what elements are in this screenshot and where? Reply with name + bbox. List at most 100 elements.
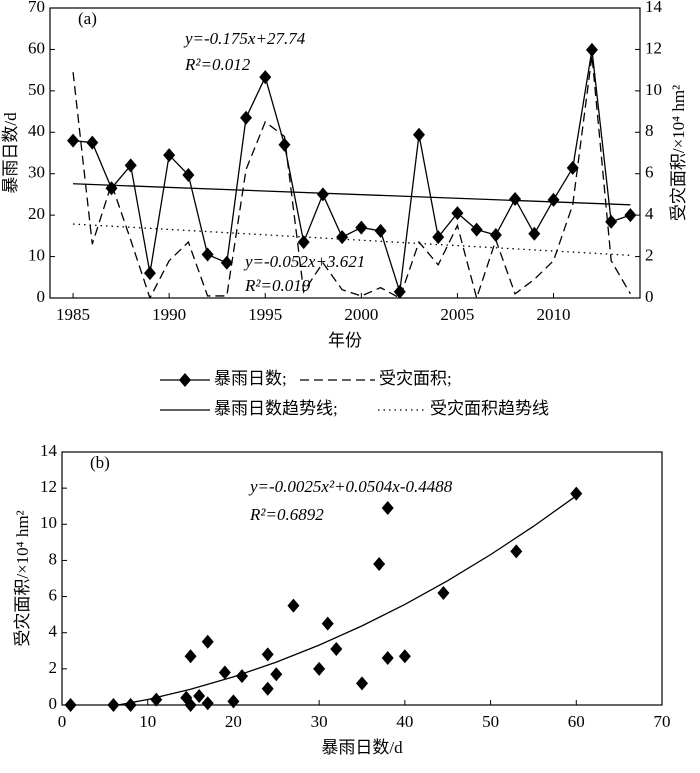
marker xyxy=(297,235,310,250)
x-tick-label: 2005 xyxy=(440,305,474,324)
panel-label: (a) xyxy=(78,9,97,28)
marker xyxy=(381,501,394,516)
y2-tick-label: 8 xyxy=(645,121,654,140)
marker xyxy=(398,649,411,664)
x-tick-label: 60 xyxy=(568,712,585,731)
x-axis-title: 暴雨日数/d xyxy=(321,738,403,757)
marker xyxy=(259,70,272,85)
x-tick-label: 10 xyxy=(139,712,156,731)
marker xyxy=(107,698,120,712)
y-tick-label: 2 xyxy=(49,658,58,677)
marker xyxy=(570,486,583,501)
x-tick-label: 0 xyxy=(58,712,67,731)
y-axis-title: 受灾面积/×10⁴ hm² xyxy=(13,510,32,646)
marker xyxy=(184,698,197,712)
marker xyxy=(184,649,197,664)
marker xyxy=(163,148,176,163)
marker xyxy=(278,137,291,152)
y-tick-label: 0 xyxy=(37,287,46,306)
plot-frame xyxy=(61,451,663,706)
y-tick-label: 8 xyxy=(49,549,58,568)
marker xyxy=(227,694,240,709)
y2-tick-label: 6 xyxy=(645,163,654,182)
marker xyxy=(336,230,349,245)
x-tick-label: 70 xyxy=(654,712,671,731)
marker xyxy=(509,191,522,206)
marker xyxy=(270,667,283,682)
marker xyxy=(374,223,387,238)
y2-tick-label: 2 xyxy=(645,245,654,264)
y2-tick-label: 12 xyxy=(645,38,662,57)
marker xyxy=(201,634,214,649)
marker xyxy=(528,226,541,241)
y-tick-label: 6 xyxy=(49,585,58,604)
marker xyxy=(624,208,637,223)
x-tick-label: 40 xyxy=(396,712,413,731)
marker xyxy=(124,158,137,173)
x-tick-label: 2000 xyxy=(344,305,378,324)
x-axis-title: 年份 xyxy=(328,331,362,350)
annotation: y=-0.175x+27.74 xyxy=(183,29,306,48)
marker xyxy=(330,641,343,656)
marker xyxy=(220,255,233,270)
series-line xyxy=(72,49,631,292)
marker xyxy=(64,698,77,712)
y-axis-title: 暴雨日数/d xyxy=(1,112,20,194)
trend-line xyxy=(73,183,631,206)
series-line xyxy=(72,55,631,298)
trend-line xyxy=(73,223,631,256)
marker xyxy=(451,206,464,221)
y-tick-label: 70 xyxy=(28,0,45,16)
y-tick-label: 10 xyxy=(40,513,57,532)
plot-area xyxy=(72,49,631,298)
marker xyxy=(143,266,156,281)
marker xyxy=(321,616,334,631)
x-tick-label: 50 xyxy=(482,712,499,731)
y2-tick-label: 10 xyxy=(645,80,662,99)
legend-label: 受灾面积趋势线 xyxy=(430,399,549,418)
y-tick-label: 40 xyxy=(28,121,45,140)
x-tick-label: 2010 xyxy=(537,305,571,324)
marker xyxy=(201,247,214,262)
marker xyxy=(432,230,445,245)
marker xyxy=(124,698,137,712)
y-tick-label: 4 xyxy=(49,622,58,641)
marker xyxy=(547,192,560,207)
y-tick-label: 20 xyxy=(28,204,45,223)
marker xyxy=(585,42,598,57)
x-tick-label: 1990 xyxy=(152,305,186,324)
plot-area xyxy=(114,495,577,705)
marker xyxy=(373,557,386,572)
marker xyxy=(67,133,80,148)
annotation: R²=0.012 xyxy=(184,55,251,74)
marker xyxy=(261,647,274,662)
marker xyxy=(218,665,231,680)
y2-tick-label: 0 xyxy=(645,287,654,306)
marker xyxy=(510,544,523,559)
marker xyxy=(355,220,368,235)
y-tick-label: 10 xyxy=(28,245,45,264)
fit-curve xyxy=(114,495,577,705)
panel-label: (b) xyxy=(90,453,110,472)
marker xyxy=(489,228,502,243)
y2-axis-title: 受灾面积/×10⁴ hm² xyxy=(669,85,688,221)
y-tick-label: 0 xyxy=(49,694,58,713)
marker xyxy=(240,110,253,125)
marker xyxy=(261,681,274,696)
marker xyxy=(287,598,300,613)
marker xyxy=(316,187,329,202)
x-tick-label: 1995 xyxy=(248,305,282,324)
legend-label: 暴雨日数; xyxy=(214,369,287,388)
y-tick-label: 14 xyxy=(40,441,58,460)
marker xyxy=(150,692,163,707)
legend-label: 暴雨日数趋势线; xyxy=(214,399,338,418)
y-tick-label: 30 xyxy=(28,163,45,182)
marker xyxy=(313,661,326,676)
marker xyxy=(201,696,214,711)
plot-frame xyxy=(49,7,641,299)
legend-label: 受灾面积; xyxy=(379,369,452,388)
legend-marker xyxy=(179,373,191,387)
y-tick-label: 50 xyxy=(28,80,45,99)
marker xyxy=(105,181,118,196)
